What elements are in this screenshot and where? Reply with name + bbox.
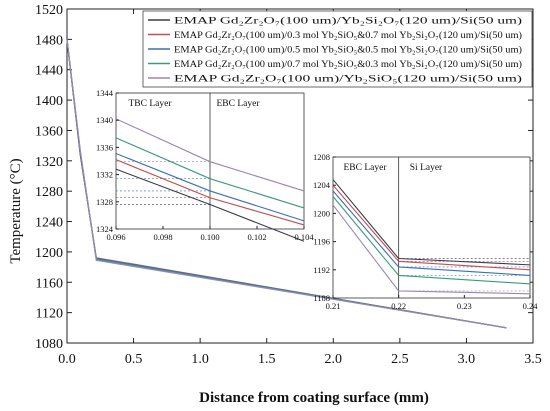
y-tick-label: 1160 [36,276,63,291]
x-tick-label: 1.5 [258,352,276,367]
inset-x-tick-label: 0.098 [153,232,172,242]
legend-entry-4: EMAP Gd₂Zr₂O₇(100 um)/0.7 mol Yb₂SiO₅&0.… [174,59,522,70]
legend-entry-2: EMAP Gd₂Zr₂O₇(100 um)/0.3 mol Yb₂SiO₅&0.… [174,30,522,41]
legend: EMAP Gd₂Zr₂O₇(100 um)/Yb₂Si₂O₇(120 um)/S… [142,10,533,88]
inset-frame [332,156,531,299]
inset-y-tick-label: 1336 [96,142,113,152]
inset-x-tick-label: 0.21 [326,301,341,311]
legend-entry-5: EMAP Gd₂Zr₂O₇(100 um)/Yb₂SiO₅(120 um)/Si… [174,74,522,85]
x-tick-label: 3.5 [524,352,542,367]
inset-series-3 [115,153,305,222]
legend-entry-3: EMAP Gd₂Zr₂O₇(100 um)/0.5 mol Yb₂SiO₅&0.… [174,45,522,56]
x-tick-label: 2.0 [325,352,343,367]
inset-y-tick-label: 1204 [313,180,331,190]
inset-y-tick-label: 1332 [96,170,113,180]
x-tick-label: 1.0 [191,352,209,367]
y-tick-label: 1480 [35,33,63,48]
x-tick-label: 2.5 [391,352,409,367]
inset-ebc-si: 1188 1192 1196 1200 1204 1208 0.21 0.22 0.23 0.24… [313,152,538,311]
y-tick-label: 1440 [35,64,63,79]
x-tick-label: 3.0 [458,352,476,367]
inset-y-tick-label: 1208 [313,152,330,162]
y-tick-label: 1400 [35,94,63,109]
inset-right-label: EBC Layer [216,99,260,109]
inset-series-2 [115,159,305,226]
legend-entry-1: EMAP Gd₂Zr₂O₇(100 um)/Yb₂Si₂O₇(120 um)/S… [174,16,522,27]
y-tick-label: 1520 [35,3,63,18]
y-axis-label: Temperature (°C) [8,158,24,263]
x-tick-label: 0.5 [125,352,143,367]
inset-left-label: EBC Layer [343,163,387,173]
y-tick-label: 1080 [35,337,63,352]
inset-tbc-ebc: 1324 1328 1332 1336 1340 1344 0.096 0.098 0.100 0… [96,88,314,242]
y-tick-label: 1240 [35,216,63,231]
inset-series-1 [332,179,531,266]
y-tick-label: 1120 [36,307,63,322]
inset-series-5 [332,204,531,295]
inset-series-3 [332,190,531,276]
inset-y-tick-label: 1196 [313,237,330,247]
inset-y-tick-label: 1328 [96,197,113,207]
inset-series-1 [115,168,305,242]
inset-x-tick-label: 0.23 [457,301,472,311]
x-tick-label: 0.0 [58,352,76,367]
inset-series-4 [115,137,305,209]
inset-x-tick-label: 0.24 [523,301,539,311]
inset-x-tick-label: 0.096 [106,232,125,242]
inset-x-tick-label: 0.104 [294,232,314,242]
inset-y-tick-label: 1340 [96,115,113,125]
y-tick-label: 1360 [35,124,63,139]
main-plot: 1080 1120 1160 1200 1240 1280 1320 1360 1400 1440… [35,3,542,367]
y-tick-label: 1200 [35,246,63,261]
inset-x-tick-label: 0.100 [200,232,219,242]
inset-y-tick-label: 1344 [96,88,114,98]
series-line-5 [66,39,507,329]
inset-series-5 [115,118,305,192]
legend-box [142,10,533,88]
inset-x-tick-label: 0.22 [391,301,406,311]
inset-y-tick-label: 1188 [313,293,330,303]
y-tick-label: 1320 [35,155,63,170]
inset-y-tick-label: 1200 [313,208,330,218]
plot-frame [66,8,534,344]
inset-series-2 [332,184,531,271]
y-tick-label: 1280 [35,185,63,200]
inset-series-4 [332,196,531,285]
inset-x-tick-label: 0.102 [247,232,266,242]
inset-y-tick-label: 1324 [96,224,114,234]
inset-left-label: TBC Layer [128,99,172,109]
inset-right-label: Si Layer [410,163,443,173]
x-axis-label: Distance from coating surface (mm) [199,390,429,406]
inset-y-tick-label: 1192 [313,265,330,275]
